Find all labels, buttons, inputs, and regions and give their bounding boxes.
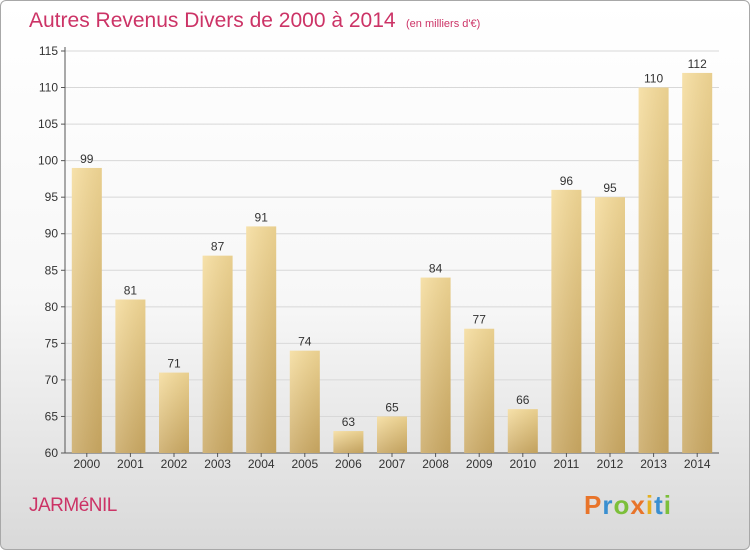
bar-shade xyxy=(551,189,582,453)
x-tick-label: 2009 xyxy=(466,457,493,471)
chart-unit-text: (en milliers d'€) xyxy=(406,18,481,30)
x-tick-label: 2010 xyxy=(509,457,536,471)
data-label: 112 xyxy=(688,57,707,71)
data-label: 71 xyxy=(167,357,181,371)
bar-shade xyxy=(71,167,102,454)
data-label: 95 xyxy=(603,181,617,195)
data-label: 74 xyxy=(298,335,312,349)
bar-shade xyxy=(333,431,364,453)
x-tick-label: 2007 xyxy=(379,457,406,471)
bar-shade xyxy=(246,226,277,453)
data-label: 99 xyxy=(80,152,94,166)
chart-title: Autres Revenus Divers de 2000 à 2014 (en… xyxy=(29,9,480,33)
y-tick-label: 115 xyxy=(39,44,58,58)
chart-title-text: Autres Revenus Divers de 2000 à 2014 xyxy=(29,9,396,32)
bar-shade xyxy=(289,350,320,453)
x-tick-label: 2014 xyxy=(684,457,711,471)
y-tick-label: 65 xyxy=(45,409,59,423)
y-tick-label: 75 xyxy=(45,336,59,350)
x-tick-label: 2000 xyxy=(73,457,100,471)
data-label: 87 xyxy=(211,240,225,254)
x-tick-label: 2002 xyxy=(161,457,188,471)
x-tick-label: 2001 xyxy=(117,457,144,471)
bar-shade xyxy=(638,87,669,453)
y-tick-label: 90 xyxy=(45,227,59,241)
bar-shade xyxy=(595,197,625,453)
data-label: 84 xyxy=(429,262,443,276)
proxiti-logo: Proxiti xyxy=(584,490,672,520)
x-tick-label: 2005 xyxy=(291,457,318,471)
y-tick-label: 110 xyxy=(39,81,58,95)
x-tick-label: 2004 xyxy=(248,457,275,471)
x-tick-label: 2011 xyxy=(553,457,579,471)
bar-shade xyxy=(420,277,451,453)
bars xyxy=(71,72,713,454)
data-label: 65 xyxy=(385,400,399,414)
bar-shade xyxy=(159,372,189,453)
bar-shade xyxy=(202,255,233,453)
y-tick-label: 85 xyxy=(45,263,59,277)
place-name: JARMéNIL xyxy=(29,495,117,516)
data-label: 91 xyxy=(255,210,269,224)
y-tick-label: 80 xyxy=(45,300,59,314)
data-label: 66 xyxy=(516,393,530,407)
bar-shade xyxy=(507,409,538,453)
data-label: 77 xyxy=(473,313,487,327)
bar-shade xyxy=(115,299,146,453)
bar-shade xyxy=(377,416,407,453)
y-tick-label: 95 xyxy=(45,190,59,204)
x-tick-label: 2013 xyxy=(640,457,667,471)
x-tick-label: 2012 xyxy=(597,457,624,471)
y-tick-label: 60 xyxy=(45,446,59,460)
y-tick-label: 105 xyxy=(38,117,58,131)
bar-shade xyxy=(682,72,713,453)
data-label: 110 xyxy=(644,72,663,86)
bar-shade xyxy=(464,328,495,453)
labels: 60 65 70 75 80 85 90 95 100 105 110 115 99 2000 81 2001… xyxy=(38,44,711,471)
x-tick-label: 2008 xyxy=(422,457,449,471)
data-label: 96 xyxy=(560,174,574,188)
data-label: 81 xyxy=(124,284,138,298)
y-tick-label: 100 xyxy=(38,154,58,168)
data-label: 63 xyxy=(342,415,356,429)
x-tick-label: 2006 xyxy=(335,457,362,471)
x-tick-label: 2003 xyxy=(204,457,231,471)
y-tick-label: 70 xyxy=(45,373,59,387)
